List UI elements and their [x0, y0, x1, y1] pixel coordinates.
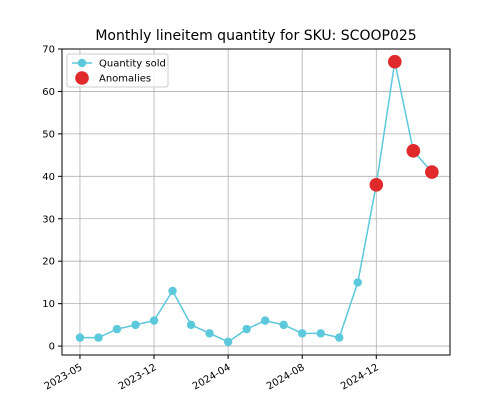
- point: [353, 278, 362, 287]
- y-tick-label: 0: [49, 342, 55, 353]
- point: [112, 324, 122, 334]
- legend-label: Anomalies: [99, 74, 151, 85]
- anomaly-point: [406, 144, 421, 158]
- y-tick-label: 50: [42, 129, 55, 140]
- point: [149, 316, 159, 325]
- y-tick-label: 40: [42, 172, 55, 183]
- anomaly-point: [425, 165, 439, 179]
- chart-title: Monthly lineitem quantity for SKU: SCOOP…: [95, 28, 416, 44]
- anomaly-point: [388, 54, 402, 69]
- point: [279, 320, 288, 330]
- legend-marker: [77, 58, 87, 68]
- plot-frame: [61, 48, 451, 356]
- point: [223, 337, 233, 347]
- legend-marker: [75, 71, 89, 85]
- y-tick-label: 60: [42, 87, 55, 98]
- x-tick-label: 2023-12: [117, 362, 159, 392]
- x-tick-label: 2023-05: [43, 362, 85, 392]
- point: [205, 329, 214, 338]
- point: [316, 329, 325, 338]
- y-tick-label: 30: [42, 214, 55, 225]
- line: [79, 61, 433, 343]
- point: [168, 286, 177, 296]
- legend-label: Quantity sold: [99, 59, 166, 70]
- point: [242, 324, 251, 334]
- x-tick-label: 2024-12: [339, 362, 381, 392]
- y-tick-label: 20: [42, 257, 55, 268]
- point: [186, 320, 196, 330]
- y-tick-label: 10: [42, 299, 55, 310]
- y-tick-label: 70: [42, 45, 55, 56]
- point: [298, 329, 307, 338]
- x-tick-label: 2024-04: [191, 362, 233, 392]
- point: [335, 333, 344, 342]
- point: [75, 333, 85, 342]
- point: [131, 320, 140, 330]
- point: [94, 333, 103, 342]
- x-tick-label: 2024-08: [265, 362, 307, 392]
- point: [260, 316, 270, 325]
- legend-box: [66, 53, 169, 88]
- anomaly-point: [369, 178, 384, 192]
